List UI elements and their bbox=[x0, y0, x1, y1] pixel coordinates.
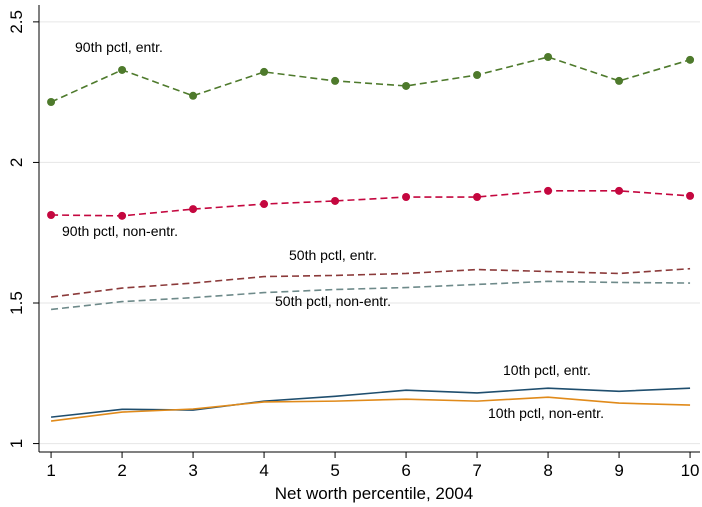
x-tick-label: 10 bbox=[681, 461, 700, 480]
point bbox=[544, 186, 553, 195]
point bbox=[686, 55, 695, 64]
series-label: 50th pctl, non-entr. bbox=[275, 293, 391, 309]
point bbox=[686, 191, 695, 200]
point bbox=[615, 186, 624, 195]
series-line bbox=[50, 387, 691, 418]
point bbox=[402, 193, 411, 202]
x-axis-label: Net worth percentile, 2004 bbox=[275, 484, 473, 503]
series-label: 10th pctl, entr. bbox=[503, 362, 591, 378]
point bbox=[189, 91, 198, 100]
x-tick-label: 1 bbox=[46, 461, 55, 480]
point bbox=[189, 205, 198, 214]
point bbox=[118, 211, 127, 220]
point bbox=[260, 67, 269, 76]
series-label: 50th pctl, entr. bbox=[289, 247, 377, 263]
y-tick-label: 2.5 bbox=[7, 10, 26, 34]
x-tick-label: 6 bbox=[401, 461, 410, 480]
point bbox=[118, 65, 127, 74]
point bbox=[260, 200, 269, 209]
series-label: 90th pctl, non-entr. bbox=[62, 223, 178, 239]
series-line bbox=[50, 267, 691, 298]
point bbox=[473, 193, 482, 202]
series-line bbox=[51, 190, 691, 217]
point bbox=[47, 97, 56, 106]
x-tick-label: 9 bbox=[614, 461, 623, 480]
series-line bbox=[50, 280, 691, 311]
x-tick-label: 8 bbox=[543, 461, 552, 480]
point bbox=[331, 196, 340, 205]
series-line bbox=[50, 396, 691, 422]
point bbox=[402, 81, 411, 90]
point bbox=[473, 71, 482, 80]
x-tick-label: 7 bbox=[472, 461, 481, 480]
point bbox=[615, 76, 624, 85]
series-label: 10th pctl, non-entr. bbox=[488, 405, 604, 421]
series-label: 90th pctl, entr. bbox=[75, 39, 163, 55]
point bbox=[331, 76, 340, 85]
point bbox=[47, 211, 56, 220]
y-tick-label: 1 bbox=[7, 439, 26, 448]
point bbox=[544, 53, 553, 62]
x-tick-label: 4 bbox=[259, 461, 268, 480]
y-tick-label: 2 bbox=[7, 158, 26, 167]
series-line bbox=[50, 56, 691, 103]
x-tick-label: 5 bbox=[330, 461, 339, 480]
x-tick-label: 3 bbox=[188, 461, 197, 480]
x-tick-label: 2 bbox=[117, 461, 126, 480]
y-tick-label: 1.5 bbox=[7, 291, 26, 315]
